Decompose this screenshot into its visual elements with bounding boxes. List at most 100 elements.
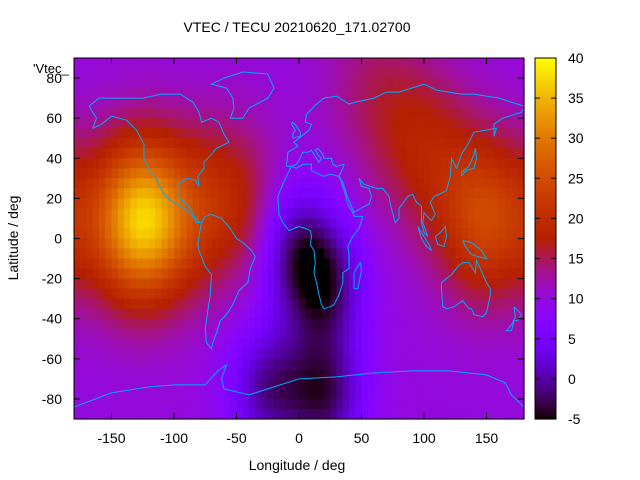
heat-cell (486, 68, 494, 79)
heat-cell (449, 308, 456, 320)
heat-cell (317, 128, 325, 139)
heat-cell (242, 178, 250, 189)
heat-cell (236, 278, 244, 290)
heat-cell (199, 358, 206, 370)
heat-cell (411, 268, 419, 280)
heat-cell (292, 228, 300, 240)
heat-cell (255, 218, 263, 230)
heat-cell (174, 378, 181, 390)
heat-cell (330, 258, 338, 270)
heat-cell (261, 298, 269, 310)
heat-cell (130, 178, 138, 189)
heat-cell (517, 258, 525, 270)
heat-cell (342, 78, 350, 89)
heat-cell (467, 408, 475, 420)
heat-cell (205, 408, 213, 420)
heat-cell (442, 398, 450, 410)
heat-cell (405, 88, 413, 99)
heat-cell (236, 288, 244, 300)
heat-cell (374, 188, 381, 199)
heat-cell (274, 138, 281, 149)
heat-cell (74, 268, 81, 280)
heat-cell (405, 368, 413, 380)
heat-cell (74, 288, 81, 300)
heat-cell (380, 138, 388, 149)
heat-cell (361, 118, 369, 129)
colorbar-band (535, 193, 556, 197)
heat-cell (486, 348, 494, 360)
heat-cell (124, 128, 131, 139)
heat-cell (461, 208, 469, 220)
heat-cell (117, 388, 125, 400)
heat-cell (511, 78, 519, 89)
heat-cell (424, 178, 431, 189)
heat-cell (324, 278, 331, 290)
heat-cell (461, 218, 469, 230)
heat-cell (242, 318, 250, 330)
heat-cell (486, 58, 494, 69)
heat-cell (405, 108, 413, 119)
heat-cell (211, 388, 219, 400)
heat-cell (374, 358, 381, 370)
heat-cell (174, 308, 181, 320)
heat-cell (205, 388, 213, 400)
heat-cell (92, 368, 100, 380)
heat-cell (349, 238, 356, 250)
heat-cell (361, 198, 369, 210)
heat-cell (361, 388, 369, 400)
heat-cell (224, 328, 231, 340)
heat-cell (274, 188, 281, 199)
heat-cell (349, 318, 356, 330)
heat-cell (217, 338, 225, 350)
heat-cell (299, 108, 306, 119)
heat-cell (480, 178, 488, 189)
heat-cell (317, 168, 325, 179)
heat-cell (217, 308, 225, 320)
heat-cell (492, 308, 500, 320)
heat-cell (386, 328, 394, 340)
heat-cell (249, 198, 256, 210)
heat-cell (380, 188, 388, 199)
heat-cell (86, 128, 94, 139)
heat-cell (330, 348, 338, 360)
heat-cell (467, 168, 475, 179)
heat-cell (211, 228, 219, 240)
heat-cell (349, 308, 356, 320)
colorbar-band (535, 169, 556, 173)
colorbar-band (535, 250, 556, 255)
heat-cell (267, 408, 275, 420)
heat-cell (174, 318, 181, 330)
heat-cell (192, 148, 200, 159)
heat-cell (336, 108, 344, 119)
heat-cell (267, 278, 275, 290)
heat-cell (211, 298, 219, 310)
heat-cell (467, 278, 475, 290)
heat-cell (199, 328, 206, 340)
colorbar-tick-label: 15 (568, 251, 584, 267)
heat-cell (517, 148, 525, 159)
heat-cell (261, 288, 269, 300)
heat-cell (117, 408, 125, 420)
heat-cell (505, 398, 513, 410)
heat-cell (130, 248, 138, 260)
heat-cell (180, 238, 188, 250)
heat-cell (361, 348, 369, 360)
heat-cell (99, 128, 106, 139)
heat-cell (136, 58, 144, 69)
heat-cell (324, 328, 331, 340)
heat-cell (517, 278, 525, 290)
heat-cell (167, 258, 175, 270)
heat-cell (449, 108, 456, 119)
heat-cell (242, 58, 250, 69)
heat-cell (155, 308, 163, 320)
heat-cell (499, 328, 506, 340)
heat-cell (205, 378, 213, 390)
heat-cell (261, 348, 269, 360)
heat-cell (424, 248, 431, 260)
heat-cell (180, 258, 188, 270)
colorbar-band (535, 265, 556, 270)
heat-cell (449, 148, 456, 159)
heat-cell (424, 258, 431, 270)
heat-cell (230, 378, 238, 390)
heat-cell (399, 58, 406, 69)
